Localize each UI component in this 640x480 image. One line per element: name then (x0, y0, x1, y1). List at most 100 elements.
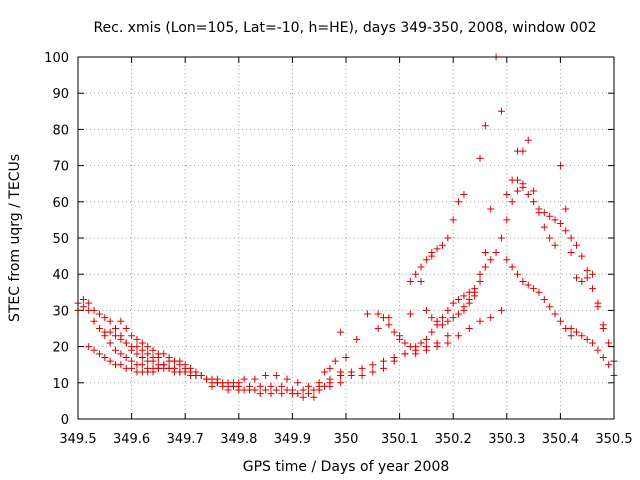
data-point (117, 350, 125, 358)
data-point (562, 205, 570, 213)
x-tick-labels: 349.5 349.6 349.7 349.8 349.9 350 350.1 350.2 35… (59, 432, 632, 447)
data-point (310, 386, 318, 394)
data-point (101, 314, 109, 322)
data-point (380, 357, 388, 365)
data-point (374, 325, 382, 332)
data-point (251, 375, 259, 383)
data-point (551, 241, 559, 249)
axis-ticks (77, 56, 615, 420)
data-point (294, 379, 302, 387)
data-point (224, 386, 232, 394)
data-point (262, 386, 270, 394)
data-point (567, 248, 575, 256)
data-point (90, 346, 98, 354)
data-point (460, 191, 468, 199)
data-point (315, 379, 323, 387)
data-point (283, 375, 291, 383)
data-point (514, 187, 522, 195)
y-tick-label: 60 (52, 196, 69, 211)
data-point (589, 285, 597, 293)
data-point (240, 375, 248, 383)
data-points (74, 53, 618, 401)
data-point (449, 314, 457, 322)
y-tick-label: 30 (52, 304, 69, 319)
data-point (95, 325, 103, 332)
data-point (476, 317, 484, 325)
data-point (583, 274, 591, 282)
y-tick-label: 100 (44, 51, 69, 66)
data-point (117, 335, 125, 343)
data-point (160, 361, 168, 369)
data-point (176, 361, 184, 369)
data-point (530, 198, 538, 206)
x-tick-label: 350.2 (435, 432, 472, 447)
data-point (213, 375, 221, 383)
data-point (444, 234, 452, 242)
data-point (353, 335, 361, 343)
data-point (476, 154, 484, 162)
data-point (524, 281, 532, 289)
data-point (605, 361, 613, 369)
x-tick-label: 350 (334, 432, 359, 447)
data-point (138, 353, 146, 361)
data-point (551, 216, 559, 224)
y-tick-labels: 0 10 20 30 40 50 60 70 80 90 100 (44, 51, 69, 428)
data-point (181, 364, 189, 372)
data-point (476, 277, 484, 285)
data-point (229, 379, 237, 387)
x-tick-label: 349.5 (59, 432, 96, 447)
data-point (256, 390, 264, 398)
data-point (262, 372, 270, 380)
data-point (170, 357, 178, 365)
data-point (385, 314, 393, 322)
data-point (487, 314, 495, 322)
data-point (160, 350, 168, 358)
data-point (530, 285, 538, 293)
data-point (449, 216, 457, 224)
data-point (321, 368, 329, 376)
y-tick-label: 70 (52, 160, 69, 175)
data-point (465, 299, 473, 307)
data-point (299, 386, 307, 394)
data-point (540, 223, 548, 231)
data-point (90, 306, 98, 314)
data-point (267, 390, 275, 398)
data-point (428, 328, 436, 336)
data-point (246, 386, 254, 394)
data-point (460, 306, 468, 314)
data-point (149, 368, 157, 376)
data-point (154, 353, 162, 361)
data-point (514, 176, 522, 184)
data-point (438, 241, 446, 249)
data-point (106, 328, 114, 336)
data-point (369, 361, 377, 369)
data-point (444, 317, 452, 325)
data-point (422, 335, 430, 343)
data-point (337, 368, 345, 376)
data-point (599, 325, 607, 332)
data-point (138, 346, 146, 354)
data-point (133, 343, 141, 351)
data-point (138, 361, 146, 369)
grid (78, 57, 614, 419)
data-point (428, 248, 436, 256)
data-point (562, 227, 570, 235)
data-point (605, 339, 613, 347)
data-point (122, 339, 130, 347)
data-point (390, 328, 398, 336)
data-point (514, 270, 522, 278)
x-tick-label: 349.6 (113, 432, 150, 447)
data-point (412, 343, 420, 351)
data-point (112, 332, 120, 340)
data-point (530, 187, 538, 195)
data-point (460, 292, 468, 300)
data-point (95, 350, 103, 358)
data-point (272, 386, 280, 394)
data-point (192, 372, 200, 380)
data-point (128, 357, 136, 365)
data-point (546, 234, 554, 242)
data-point (589, 339, 597, 347)
data-point (535, 288, 543, 296)
data-point (567, 332, 575, 340)
data-point (374, 310, 382, 318)
